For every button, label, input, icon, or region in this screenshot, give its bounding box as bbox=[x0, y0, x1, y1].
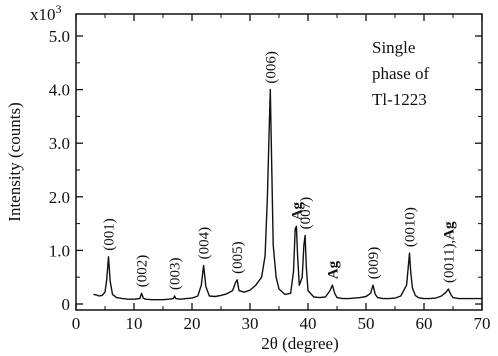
y-multiplier-label: x103 bbox=[30, 2, 62, 24]
peak-label-ag: Ag bbox=[289, 201, 305, 220]
peak-labels: (001)(002) (003)(004) (005)(006)Ag(007)Ag(… bbox=[102, 51, 458, 290]
annotation-line-2: phase of bbox=[372, 64, 429, 83]
xrd-pattern-line bbox=[93, 88, 482, 301]
x-tick-label: 20 bbox=[184, 314, 201, 333]
y-tick-label: 1.0 bbox=[49, 241, 70, 260]
x-tick-label: 70 bbox=[474, 314, 491, 333]
y-tick-label: 3.0 bbox=[49, 134, 70, 153]
peak-label-hkl: (006) bbox=[263, 51, 279, 84]
x-tick-label: 60 bbox=[416, 314, 433, 333]
x-tick-label: 40 bbox=[300, 314, 317, 333]
y-axis: 0 1.0 2.0 3.0 4.0 5.0 bbox=[49, 27, 482, 314]
x-tick-label: 10 bbox=[126, 314, 143, 333]
peak-label-hkl: (003) bbox=[168, 258, 184, 291]
x-tick-label: 0 bbox=[72, 314, 81, 333]
y-tick-label: 4.0 bbox=[49, 81, 70, 100]
peak-label-hkl: (009) bbox=[366, 247, 382, 280]
annotation-line-1: Single bbox=[372, 38, 415, 57]
y-tick-label: 2.0 bbox=[49, 188, 70, 207]
y-tick-label: 5.0 bbox=[49, 27, 70, 46]
peak-label-hkl: (004) bbox=[197, 227, 213, 260]
peak-label-hkl: (0010) bbox=[403, 207, 419, 247]
y-tick-label: 0 bbox=[62, 295, 71, 314]
peak-label-hkl: (002) bbox=[135, 255, 151, 288]
x-tick-label: 30 bbox=[242, 314, 259, 333]
annotation-line-3: Tl-1223 bbox=[372, 90, 427, 109]
x-axis-title: 2θ (degree) bbox=[261, 334, 339, 353]
peak-label-ag: Ag bbox=[325, 260, 341, 279]
x-tick-label: 50 bbox=[358, 314, 375, 333]
y-axis-title: Intensity (counts) bbox=[5, 102, 24, 221]
x-axis: 0 10 20 30 40 50 60 70 bbox=[72, 14, 491, 333]
peak-label-hkl-ag: (0011),Ag bbox=[441, 221, 457, 283]
peak-label-hkl: (005) bbox=[230, 241, 246, 274]
peak-label-hkl: (001) bbox=[102, 218, 118, 251]
peak-label-hkl: (007) bbox=[298, 197, 314, 230]
